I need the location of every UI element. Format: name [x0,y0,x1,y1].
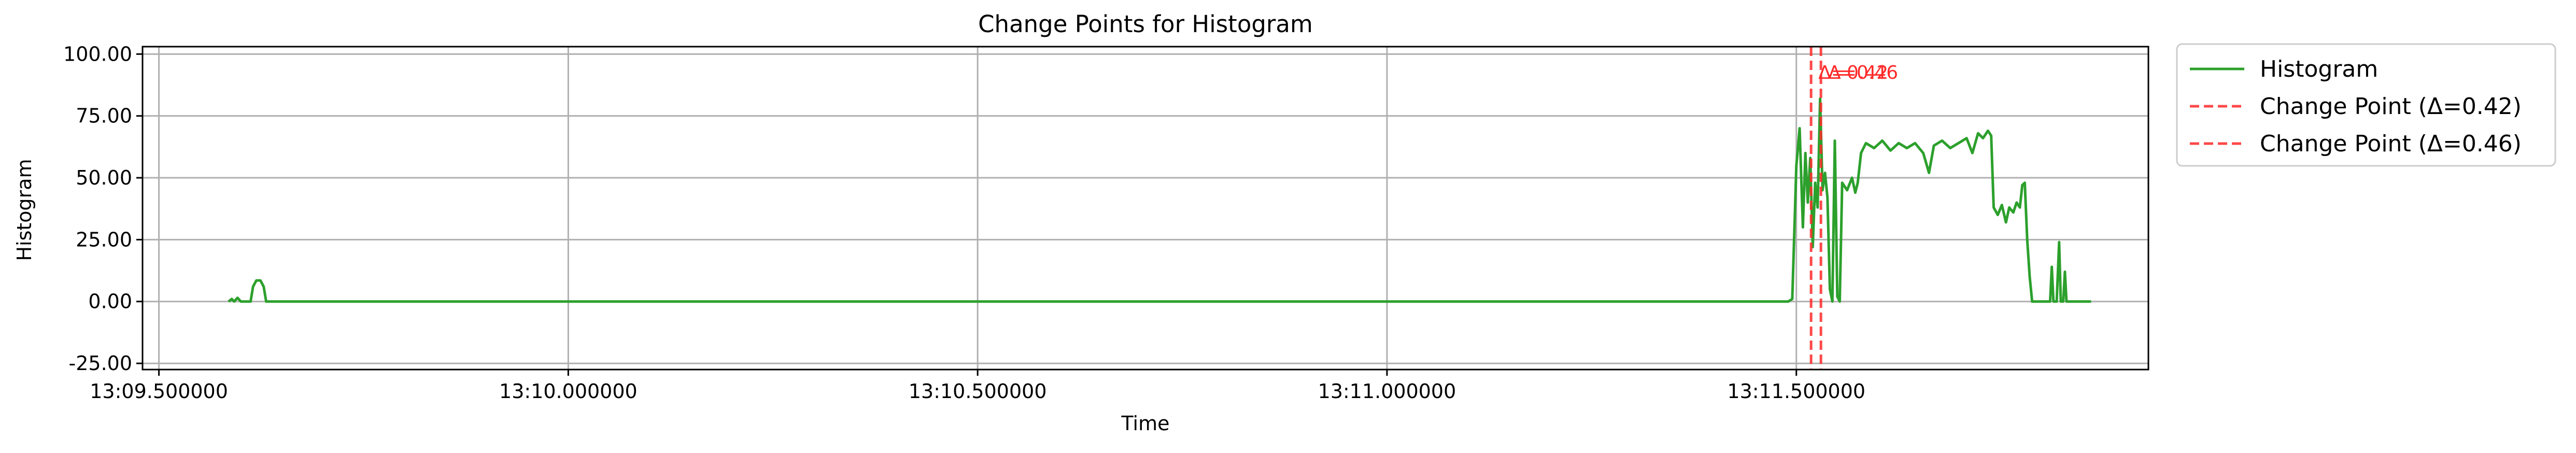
legend: Histogram Change Point (Δ=0.42) Change Poi… [2176,43,2556,167]
grid [143,47,2148,370]
x-tick-label: 13:11.000000 [1318,380,1456,403]
legend-label: Change Point (Δ=0.42) [2260,93,2522,120]
x-axis-label: Time [1121,412,1170,435]
axis-ticks: 13:09.500000 13:10.000000 13:10.500000 13:1… [63,43,1865,403]
y-axis-label: Histogram [13,159,36,261]
legend-label: Histogram [2260,56,2378,82]
plot-area: Δ=0.42Δ=0.46 [228,47,2091,370]
y-tick-label: 100.00 [63,43,132,65]
y-tick-label: 25.00 [76,228,132,251]
change-point-annotation: Δ=0.46 [1828,62,1898,83]
legend-box [2176,43,2556,167]
x-tick-label: 13:10.500000 [909,380,1047,403]
legend-label: Change Point (Δ=0.46) [2260,131,2522,157]
y-tick-label: 50.00 [76,166,132,189]
y-tick-label: 75.00 [76,105,132,128]
axes-frame [141,46,2149,371]
x-tick-label: 13:09.500000 [90,380,228,403]
y-tick-label: -25.00 [69,352,133,375]
chart-title: Change Points for Histogram [978,10,1313,38]
y-tick-label: 0.00 [88,290,132,313]
x-tick-label: 13:11.500000 [1727,380,1865,403]
change-point-annotation: Δ=0.42 [1818,62,1888,83]
series-line-histogram [228,97,2091,303]
x-tick-label: 13:10.000000 [499,380,638,403]
